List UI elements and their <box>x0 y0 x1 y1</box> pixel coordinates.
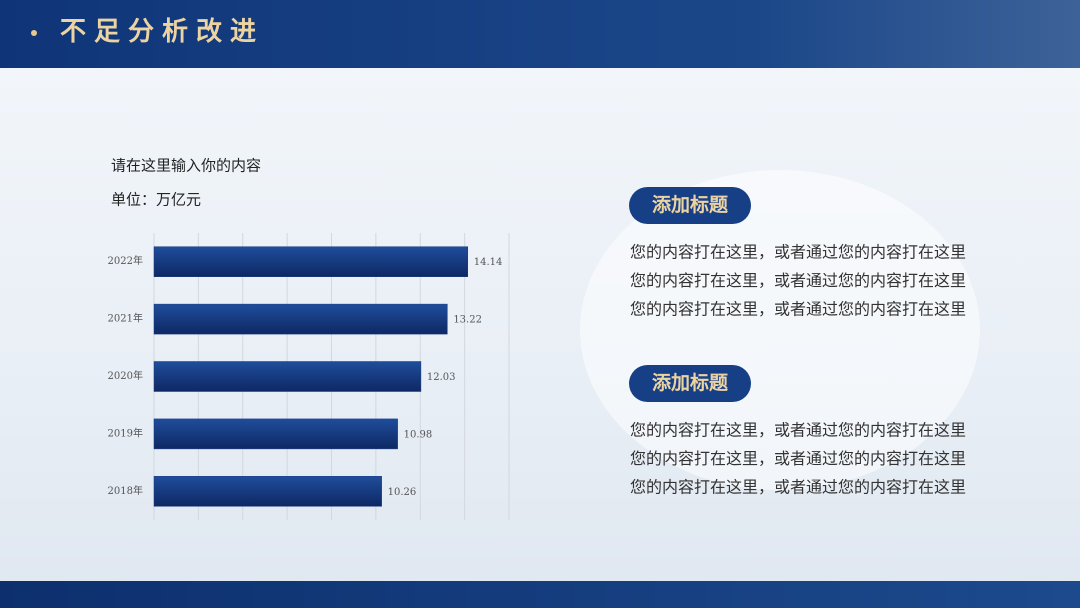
header-title: 不足分析改进 <box>60 16 264 47</box>
y-tick-label: 2018年 <box>108 484 143 497</box>
section-text: 您的内容打在这里，或者通过您的内容打在这里 <box>630 243 966 262</box>
header-band <box>0 0 1080 68</box>
section-text: 您的内容打在这里，或者通过您的内容打在这里 <box>630 421 966 440</box>
section-pill <box>629 365 751 402</box>
y-tick-label: 2020年 <box>108 369 143 382</box>
bar <box>153 418 398 450</box>
section-text: 您的内容打在这里，或者通过您的内容打在这里 <box>630 300 966 319</box>
bar <box>153 246 468 277</box>
footer-band <box>0 581 1080 608</box>
section-title: 添加标题 <box>652 371 728 394</box>
side-panel: 添加标题您的内容打在这里，或者通过您的内容打在这里您的内容打在这里，或者通过您的… <box>629 187 966 497</box>
section-text: 您的内容打在这里，或者通过您的内容打在这里 <box>630 449 966 468</box>
value-label: 10.98 <box>404 429 433 440</box>
value-label: 10.26 <box>388 487 417 498</box>
chart-title: 请在这里输入你的内容 <box>111 157 261 175</box>
chart-unit: 单位：万亿元 <box>111 191 201 209</box>
bar <box>153 303 448 335</box>
bar <box>153 476 382 507</box>
section-title: 添加标题 <box>652 193 728 216</box>
cloud <box>580 170 980 490</box>
y-tick-label: 2019年 <box>108 426 143 439</box>
value-label: 13.22 <box>453 315 482 326</box>
y-tick-label: 2021年 <box>108 312 143 325</box>
y-tick-label: 2022年 <box>108 254 143 267</box>
section-text: 您的内容打在这里，或者通过您的内容打在这里 <box>630 478 966 497</box>
section-text: 您的内容打在这里，或者通过您的内容打在这里 <box>630 271 966 290</box>
value-label: 12.03 <box>427 372 456 383</box>
header-dot <box>31 30 37 36</box>
bar <box>153 361 422 392</box>
section-pill <box>629 187 751 224</box>
value-label: 14.14 <box>474 257 503 268</box>
plot-area: 2022年 14.14 2021年 13.22 2020年 12.03 2019年 10.98… <box>108 233 510 520</box>
